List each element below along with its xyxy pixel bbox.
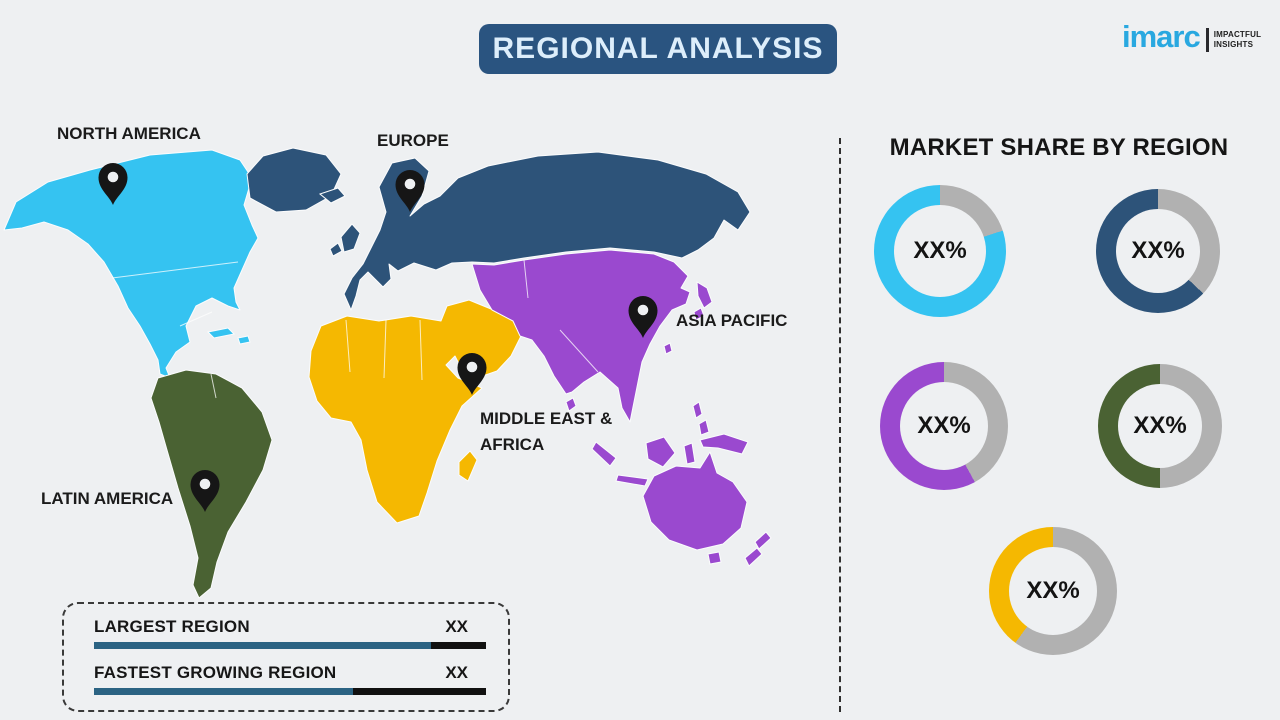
legend-value: XX: [445, 663, 468, 682]
label-europe: EUROPE: [377, 131, 449, 150]
logo-tagline-line1: IMPACTFUL: [1213, 30, 1262, 39]
legend-bar: [94, 688, 486, 695]
map-border-lines: [111, 259, 599, 399]
title-banner: REGIONAL ANALYSIS: [479, 24, 837, 74]
map-region-north-america: [3, 149, 259, 379]
label-north-america: NORTH AMERICA: [57, 124, 201, 143]
label-asia-pacific: ASIA PACIFIC: [676, 311, 788, 330]
donut-middle-east-africa: XX%: [989, 527, 1117, 655]
donut-hole: XX%: [1116, 209, 1200, 293]
logo-tagline-line2: INSIGHTS: [1213, 40, 1254, 49]
donut-latin-america: XX%: [1098, 364, 1222, 488]
donut-north-america: XX%: [874, 185, 1006, 317]
donut-value: XX%: [1131, 237, 1185, 264]
legend-box: LARGEST REGION XX FASTEST GROWING REGION…: [62, 602, 510, 712]
donut-value: XX%: [1133, 412, 1187, 439]
donut-hole: XX%: [894, 205, 986, 297]
donut-value: XX%: [917, 412, 971, 439]
legend-row-largest: LARGEST REGION XX: [94, 617, 486, 649]
map-region-greenland: [246, 147, 346, 213]
legend-label: LARGEST REGION: [94, 617, 250, 636]
legend-bar-fill: [94, 642, 432, 649]
donut-hole: XX%: [1009, 547, 1097, 635]
world-map: [3, 147, 772, 599]
imarc-logo-text: imarc: [1122, 19, 1201, 54]
legend-row-fastest: FASTEST GROWING REGION XX: [94, 663, 486, 695]
label-latin-america: LATIN AMERICA: [41, 489, 174, 508]
label-mea-line2: AFRICA: [480, 435, 545, 454]
legend-value: XX: [445, 617, 468, 636]
label-middle-east-africa: MIDDLE EAST & AFRICA: [480, 406, 612, 458]
logo-tagline: IMPACTFUL INSIGHTS: [1214, 30, 1261, 50]
donut-value: XX%: [1026, 577, 1080, 604]
page-title: REGIONAL ANALYSIS: [492, 32, 824, 65]
legend-bar-fill: [94, 688, 353, 695]
donut-value: XX%: [913, 237, 967, 264]
map-region-europe: [329, 151, 751, 311]
logo-divider: [1205, 28, 1209, 52]
donut-asia-pacific: XX%: [880, 362, 1008, 490]
panel-divider: [839, 138, 841, 712]
donut-hole: XX%: [1118, 384, 1202, 468]
legend-label: FASTEST GROWING REGION: [94, 663, 337, 682]
world-map-container: [0, 130, 840, 630]
donut-europe: XX%: [1096, 189, 1220, 313]
imarc-logo: imarc IMPACTFUL INSIGHTS: [1122, 19, 1261, 54]
legend-bar: [94, 642, 486, 649]
donut-hole: XX%: [900, 382, 988, 470]
market-share-heading: MARKET SHARE BY REGION: [889, 134, 1229, 161]
label-mea-line1: MIDDLE EAST &: [480, 409, 613, 428]
map-region-asia-pacific: [471, 249, 772, 567]
